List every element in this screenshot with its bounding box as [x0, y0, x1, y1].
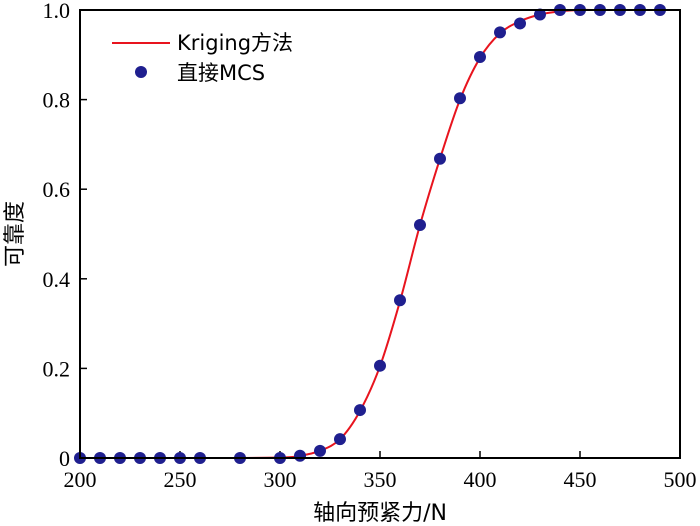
legend-label-kriging: Kriging方法	[177, 31, 293, 55]
mcs-point	[314, 444, 326, 457]
mcs-point	[494, 26, 506, 39]
legend-marker-swatch	[135, 66, 147, 78]
mcs-point	[294, 449, 306, 462]
y-tick-label: 0	[59, 446, 70, 471]
y-tick-label: 0.2	[43, 356, 71, 381]
plot-frame	[79, 9, 681, 459]
y-tick-label: 0.8	[43, 88, 71, 113]
legend-label-mcs: 直接MCS	[177, 61, 265, 85]
x-tick-label: 500	[664, 467, 697, 492]
y-tick-label: 0.6	[43, 177, 71, 202]
x-tick-label: 400	[464, 467, 497, 492]
x-tick-label: 200	[64, 467, 97, 492]
mcs-point	[334, 433, 346, 446]
x-tick-label: 350	[364, 467, 397, 492]
x-tick-label: 300	[264, 467, 297, 492]
x-tick-label: 250	[164, 467, 197, 492]
legend: Kriging方法 直接MCS	[112, 31, 293, 85]
y-axis-title: 可靠度	[3, 201, 28, 267]
mcs-point	[434, 152, 446, 165]
mcs-point	[394, 294, 406, 307]
mcs-point	[374, 359, 386, 372]
ticks-layer: 200 250 300 350 400 450 500 0 0.2 0.4 0.6 0.8 1.0	[43, 0, 697, 492]
mcs-point	[354, 404, 366, 417]
x-tick-label: 450	[564, 467, 597, 492]
y-tick-label: 0.4	[43, 267, 71, 292]
mcs-point	[534, 8, 546, 21]
x-axis-title: 轴向预紧力/N	[313, 501, 447, 526]
y-tick-label: 1.0	[43, 0, 71, 23]
mcs-point	[454, 92, 466, 105]
mcs-point	[474, 51, 486, 64]
mcs-point	[414, 219, 426, 232]
mcs-point	[514, 17, 526, 30]
